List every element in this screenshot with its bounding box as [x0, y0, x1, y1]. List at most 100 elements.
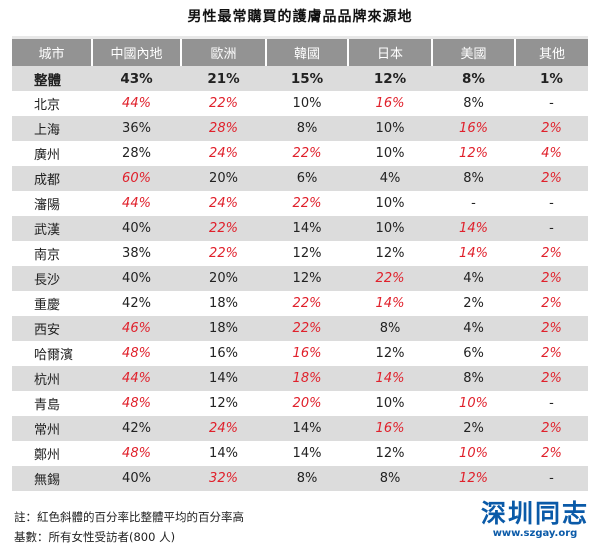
table-row: 常州 42% 24% 14% 16% 2% 2% — [12, 416, 588, 441]
value-cell: - — [515, 216, 588, 241]
total-cell: 21% — [181, 66, 266, 91]
value-cell: 40% — [92, 266, 181, 291]
value-cell: 2% — [541, 296, 562, 311]
value-cell: 10% — [459, 396, 488, 411]
value-cell: - — [549, 196, 554, 211]
table-row: 北京 44% 22% 10% 16% 8% - — [12, 91, 588, 116]
value-cell: 14% — [375, 296, 405, 311]
value-cell: 48% — [122, 346, 151, 361]
table-row: 無錫 40% 32% 8% 8% 12% - — [12, 466, 588, 491]
value-cell: 20% — [181, 166, 266, 191]
value-cell: 14% — [266, 416, 348, 441]
value-cell: 42% — [92, 416, 181, 441]
value-cell: 44% — [122, 196, 151, 211]
city-label: 武漢 — [12, 216, 92, 241]
value-cell: 14% — [266, 216, 348, 241]
value-cell: 10% — [348, 116, 432, 141]
value-cell: 2% — [515, 266, 588, 291]
table-row: 青島 48% 12% 20% 10% 10% - — [12, 391, 588, 416]
city-label: 南京 — [34, 248, 61, 263]
city-label: 青島 — [34, 398, 61, 413]
footnote-highlight: 註：紅色斜體的百分率比整體平均的百分率高 — [14, 510, 244, 524]
value-cell: 16% — [432, 116, 515, 141]
value-cell: 40% — [92, 466, 181, 491]
value-cell: 4% — [348, 166, 432, 191]
value-cell: 16% — [348, 416, 432, 441]
total-cell: 15% — [266, 66, 348, 91]
value-cell: 22% — [292, 146, 322, 161]
value-cell: 2% — [432, 416, 515, 441]
column-header: 城市 — [12, 37, 92, 66]
value-cell: - — [549, 96, 554, 111]
value-cell: - — [471, 196, 476, 211]
city-label: 瀋陽 — [34, 198, 61, 213]
value-cell: 12% — [459, 146, 488, 161]
value-cell: 14% — [459, 246, 488, 261]
value-cell: 2% — [515, 166, 588, 191]
value-cell: 24% — [209, 146, 238, 161]
column-header: 美國 — [431, 37, 515, 66]
value-cell: 4% — [432, 266, 515, 291]
value-cell: 22% — [292, 296, 322, 311]
table-row: 鄭州 48% 14% 14% 12% 10% 2% — [12, 441, 588, 466]
table-row: 長沙 40% 20% 12% 22% 4% 2% — [12, 266, 588, 291]
value-cell: 28% — [181, 116, 266, 141]
city-label: 成都 — [12, 166, 92, 191]
table-row: 西安 46% 18% 22% 8% 4% 2% — [12, 316, 588, 341]
value-cell: 36% — [92, 116, 181, 141]
value-cell: 12% — [209, 396, 238, 411]
value-cell: 8% — [266, 116, 348, 141]
table-row: 瀋陽 44% 24% 22% 10% - - — [12, 191, 588, 216]
value-cell: 32% — [181, 466, 266, 491]
value-cell: 12% — [375, 246, 405, 261]
value-cell: 2% — [541, 446, 562, 461]
total-row: 整體 43% 21% 15% 12% 8% 1% — [12, 66, 588, 91]
value-cell: 16% — [209, 346, 238, 361]
value-cell: 10% — [375, 146, 405, 161]
total-label: 整體 — [12, 66, 92, 91]
city-label: 長沙 — [12, 266, 92, 291]
value-cell: 2% — [515, 416, 588, 441]
value-cell: 14% — [181, 366, 266, 391]
value-cell: 2% — [541, 246, 562, 261]
column-header: 日本 — [347, 37, 432, 66]
value-cell: 10% — [348, 216, 432, 241]
value-cell: 42% — [122, 296, 151, 311]
value-cell: 10% — [292, 96, 322, 111]
value-cell: 12% — [292, 246, 322, 261]
value-cell: 8% — [432, 166, 515, 191]
value-cell: 6% — [266, 166, 348, 191]
value-cell: 14% — [348, 366, 432, 391]
value-cell: 22% — [266, 316, 348, 341]
value-cell: 4% — [432, 316, 515, 341]
value-cell: 10% — [375, 396, 405, 411]
watermark-url: www.szgay.org — [492, 528, 578, 539]
value-cell: 8% — [432, 366, 515, 391]
value-cell: 20% — [181, 266, 266, 291]
total-cell: 1% — [515, 66, 588, 91]
value-cell: 22% — [209, 246, 238, 261]
value-cell: 18% — [209, 296, 238, 311]
city-label: 鄭州 — [34, 448, 61, 463]
value-cell: 8% — [266, 466, 348, 491]
value-cell: - — [515, 466, 588, 491]
value-cell: 14% — [292, 446, 322, 461]
value-cell: 22% — [348, 266, 432, 291]
value-cell: 48% — [122, 446, 151, 461]
value-cell: 8% — [463, 96, 484, 111]
value-cell: 44% — [92, 366, 181, 391]
column-header: 歐洲 — [180, 37, 266, 66]
value-cell: 40% — [92, 216, 181, 241]
table-row: 上海 36% 28% 8% 10% 16% 2% — [12, 116, 588, 141]
table-row: 成都 60% 20% 6% 4% 8% 2% — [12, 166, 588, 191]
chart-title: 男性最常購買的護膚品品牌來源地 — [187, 9, 413, 25]
column-header: 中國內地 — [91, 37, 181, 66]
table-row: 哈爾濱 48% 16% 16% 12% 6% 2% — [12, 341, 588, 366]
city-label: 北京 — [34, 98, 61, 113]
value-cell: 20% — [292, 396, 322, 411]
value-cell: 2% — [515, 366, 588, 391]
table-row: 杭州 44% 14% 18% 14% 8% 2% — [12, 366, 588, 391]
header-row: 城市 中國內地 歐洲 韓國 日本 美國 其他 — [12, 37, 588, 66]
value-cell: 60% — [92, 166, 181, 191]
total-cell: 43% — [92, 66, 181, 91]
